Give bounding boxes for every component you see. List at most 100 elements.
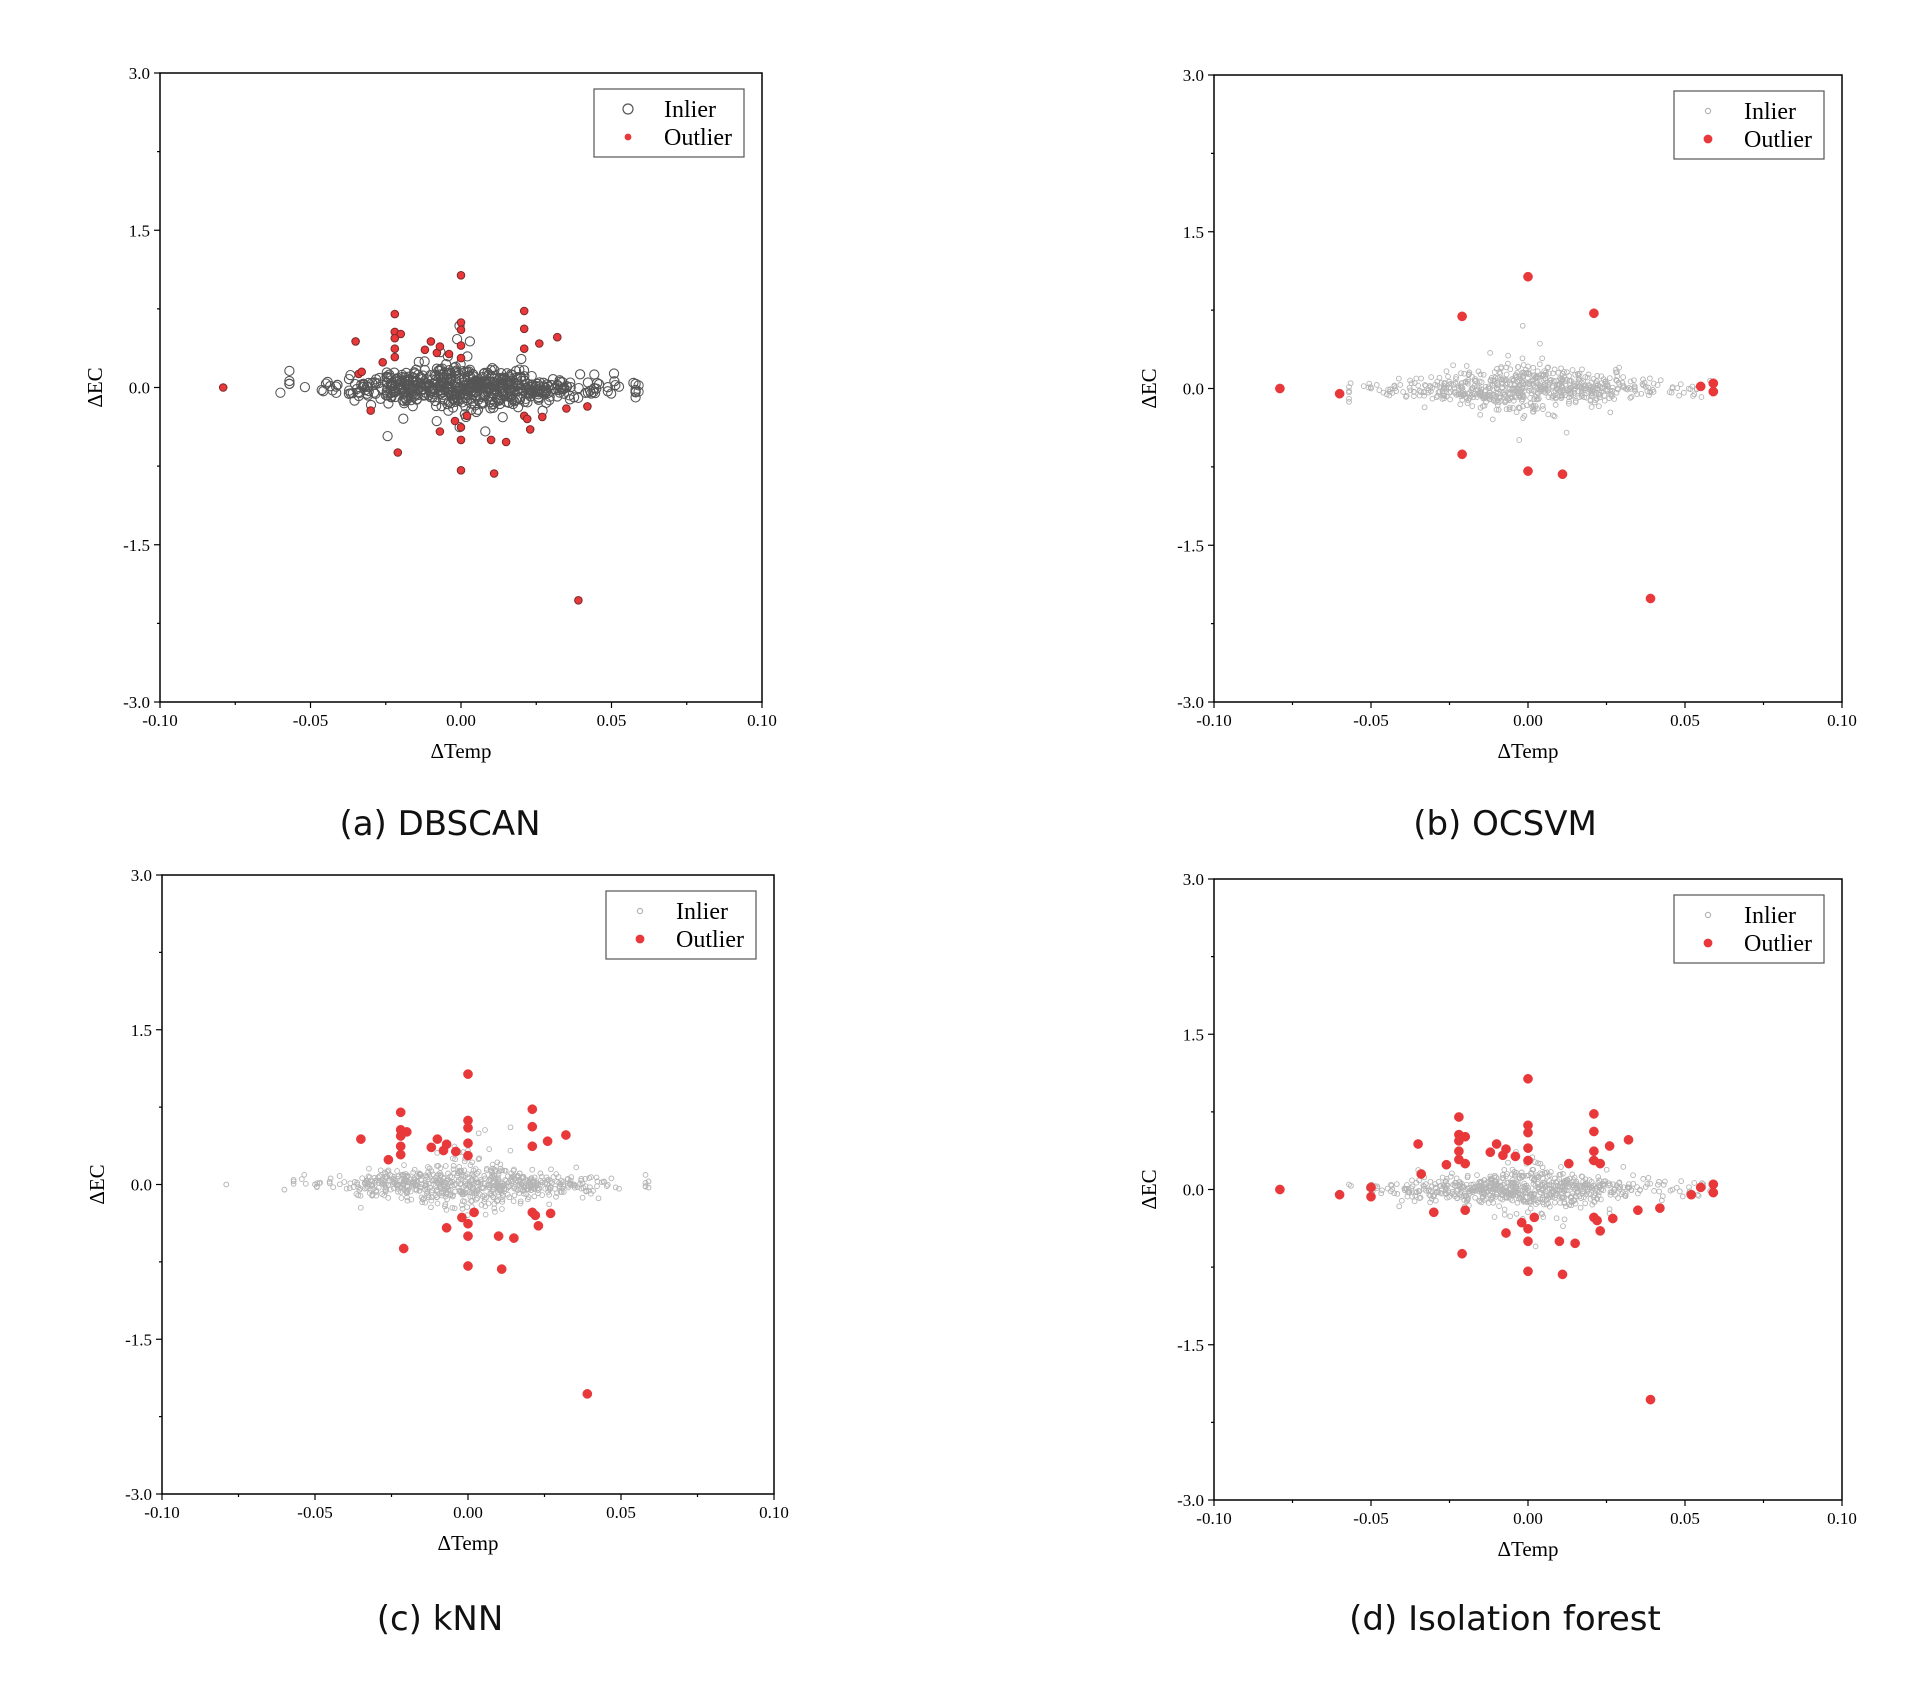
axis-ticks: -0.10 -0.05 0.00 0.05 0.10 -3.0 -1.5 0.0 1.5 3.0 [1177, 870, 1857, 1528]
outlier-point [1708, 1179, 1719, 1190]
legend-outlier-dot [1703, 938, 1713, 948]
inlier-point [1634, 1184, 1640, 1190]
inlier-point [1498, 1191, 1505, 1198]
inlier-point [416, 1187, 423, 1194]
inlier-point [418, 1194, 425, 1201]
inlier-point [1406, 384, 1413, 391]
inlier-point [494, 1198, 500, 1205]
outlier-point [1457, 1248, 1467, 1259]
inlier-point [1589, 1201, 1596, 1208]
axis-ticks: -0.10 -0.05 0.00 0.05 0.10 -3.0 -1.5 0.0 1.5 3.0 [125, 866, 789, 1522]
inlier-point [375, 1174, 381, 1181]
outlier-point [1686, 1189, 1697, 1200]
inlier-point [1676, 1188, 1683, 1195]
inlier-point [457, 1168, 464, 1175]
outlier-point [1589, 1126, 1599, 1137]
inlier-point [539, 1179, 546, 1186]
outlier-point [493, 1231, 504, 1241]
inlier-point [1543, 1191, 1550, 1198]
inlier-point [1346, 395, 1352, 402]
outlier-points [356, 1069, 593, 1399]
inlier-point [1443, 368, 1450, 375]
outlier-point [420, 345, 430, 355]
inlier-point [1550, 1182, 1557, 1189]
outlier-point [527, 1141, 538, 1152]
inlier-point [470, 1184, 476, 1191]
inlier-point [1574, 1185, 1581, 1192]
outlier-point [444, 349, 454, 359]
inlier-point [441, 383, 452, 394]
outlier-points [218, 271, 592, 605]
inlier-point [440, 1183, 447, 1190]
inlier-point [451, 368, 462, 379]
inlier-point [460, 401, 471, 412]
inlier-point [1394, 1191, 1401, 1197]
inlier-point [472, 380, 484, 391]
inlier-point [1571, 390, 1578, 396]
inlier-point [1458, 370, 1464, 377]
outlier-point [1516, 1217, 1527, 1228]
inlier-point [642, 1172, 649, 1178]
inlier-point [346, 1185, 353, 1192]
inlier-point [1510, 405, 1516, 411]
inlier-point [533, 1182, 539, 1188]
inlier-point [486, 1182, 492, 1189]
inlier-point [1403, 392, 1410, 399]
inlier-point [1433, 1189, 1440, 1196]
inlier-point [1501, 1166, 1508, 1173]
inlier-point [1422, 382, 1429, 389]
inlier-point [450, 1162, 457, 1169]
inlier-point [1662, 1178, 1668, 1185]
inlier-point [419, 356, 430, 367]
inlier-point [511, 1166, 517, 1173]
inlier-point [499, 1167, 505, 1174]
outlier-point [456, 318, 466, 327]
inlier-point [1513, 1210, 1520, 1217]
inlier-point [1515, 404, 1522, 411]
inlier-point [1613, 1182, 1620, 1188]
legend-outlier-label: Outlier [664, 125, 732, 151]
inlier-point [1598, 380, 1605, 386]
inlier-point [546, 1192, 552, 1198]
inlier-point [1539, 1196, 1546, 1203]
inlier-point [1539, 1211, 1546, 1218]
inlier-point [1587, 397, 1594, 404]
inlier-point [1348, 1182, 1354, 1189]
inlier-point [1538, 1185, 1545, 1192]
outlier-point [456, 435, 466, 445]
inlier-point [420, 1196, 426, 1202]
inlier-point [1480, 371, 1487, 378]
outlier-point [1523, 1266, 1533, 1277]
outlier-point [1275, 1184, 1285, 1195]
inlier-point [1448, 389, 1454, 395]
x-tick-label: -0.10 [1196, 711, 1231, 730]
inlier-point [531, 1174, 538, 1181]
inlier-point [1509, 1197, 1516, 1204]
inlier-point [1519, 378, 1526, 385]
inlier-point [373, 1189, 380, 1195]
inlier-point [1521, 1188, 1528, 1195]
legend-inlier-label: Inlier [1744, 99, 1796, 125]
inlier-point [451, 1205, 458, 1212]
inlier-point [1413, 1189, 1420, 1196]
inlier-point [1545, 411, 1552, 418]
inlier-point [1695, 1193, 1702, 1199]
inlier-point [1473, 1183, 1480, 1190]
outlier-point [1695, 381, 1706, 392]
inlier-point [1505, 1159, 1511, 1166]
inlier-point [366, 1165, 372, 1172]
legend-inlier-marker [1704, 107, 1712, 115]
outlier-point [398, 1243, 409, 1254]
inlier-point [1476, 378, 1483, 385]
inlier-point [1513, 374, 1520, 380]
inlier-point [604, 1181, 611, 1188]
inlier-point [1475, 368, 1482, 375]
inlier-point [491, 1173, 498, 1179]
inlier-point [1466, 1188, 1473, 1194]
inlier-point [1472, 1194, 1478, 1201]
legend-outlier-dot [1703, 134, 1713, 144]
outlier-point [496, 1264, 507, 1274]
outlier-point [519, 324, 529, 334]
legend-outlier-marker [1703, 938, 1713, 948]
inlier-point [1448, 380, 1454, 387]
